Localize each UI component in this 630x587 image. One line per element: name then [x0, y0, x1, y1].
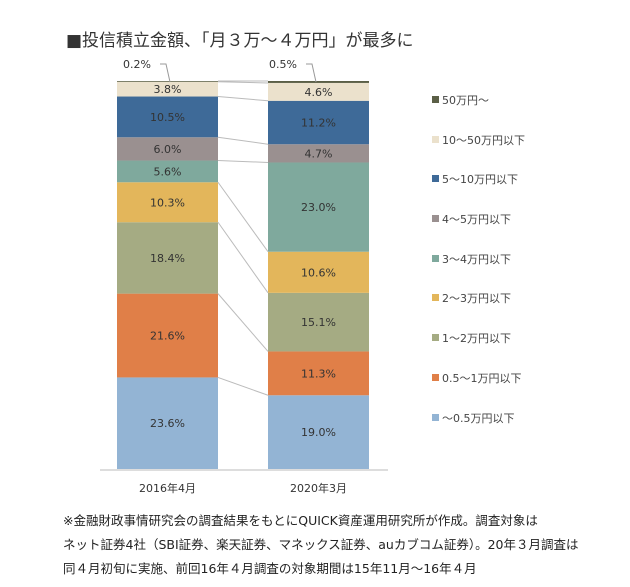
bar-segment: [117, 293, 218, 378]
legend-label: 3～4万円以下: [442, 252, 511, 266]
bar-segment: [117, 96, 218, 138]
bar-segment: [268, 162, 369, 252]
footnote: ※金融財政事情研究会の調査結果をもとにQUICK資産運用研究所が作成。調査対象は…: [63, 509, 579, 581]
data-label: 6.0%: [154, 143, 182, 156]
data-label: 21.6%: [150, 330, 185, 343]
legend-swatch: [432, 254, 439, 262]
legend-swatch: [432, 215, 439, 223]
data-label: 19.0%: [301, 426, 336, 439]
bar-segment: [117, 182, 218, 223]
bar-segment: [268, 144, 369, 163]
legend-swatch: [432, 413, 439, 421]
legend-label: 50万円～: [442, 94, 489, 107]
connector-line: [217, 81, 269, 84]
legend-label: 10～50万円以下: [442, 133, 525, 147]
leader-line: [306, 63, 317, 83]
legend-item: 0.5～1万円以下: [432, 370, 525, 410]
legend-swatch: [432, 294, 439, 302]
bar-segment: [117, 81, 218, 97]
bar-segment: [268, 81, 369, 83]
bar-segment: [117, 81, 218, 82]
footnote-line: ※金融財政事情研究会の調査結果をもとにQUICK資産運用研究所が作成。調査対象は: [63, 513, 538, 528]
legend-item: 1～2万円以下: [432, 330, 525, 370]
legend-item: 2～3万円以下: [432, 290, 525, 330]
data-label: 10.6%: [301, 266, 336, 279]
legend-swatch: [432, 96, 439, 103]
legend-item: 4～5万円以下: [432, 211, 525, 251]
data-label: 5.6%: [154, 165, 182, 178]
legend-swatch: [432, 373, 439, 381]
data-label: 15.1%: [301, 316, 336, 329]
legend-label: ～0.5万円以下: [442, 411, 515, 425]
connector-line: [217, 96, 269, 102]
legend-label: 0.5～1万円以下: [442, 371, 522, 385]
legend-swatch: [432, 175, 439, 183]
data-label: 0.5%: [269, 58, 297, 71]
connector-line: [217, 181, 269, 253]
data-label: 11.3%: [301, 367, 336, 380]
legend-item: 50万円～: [432, 92, 525, 132]
connector-line: [217, 376, 269, 396]
data-label: 10.5%: [150, 111, 185, 124]
leader-line: [160, 63, 171, 83]
legend-item: 10～50万円以下: [432, 132, 525, 172]
legend-label: 4～5万円以下: [442, 213, 511, 227]
data-label: 3.8%: [154, 83, 182, 96]
legend-item: 3～4万円以下: [432, 251, 525, 291]
connector-line: [217, 293, 269, 352]
bar-segment: [117, 137, 218, 161]
connector-line: [217, 136, 269, 145]
connector-line: [217, 160, 269, 163]
footnote-line: 同４月初旬に実施、前回16年４月調査の対象期間は15年11月～16年４月: [63, 561, 477, 576]
connector-line: [217, 221, 269, 294]
legend-label: 1～2万円以下: [442, 332, 511, 346]
chart-title: ■投信積立金額、「月３万～４万円」が最多に: [66, 31, 414, 51]
data-label: 0.2%: [123, 58, 151, 71]
legend-item: ～0.5万円以下: [432, 410, 525, 450]
footnote-line: ネット証券4社（SBI証券、楽天証券、マネックス証券、auカブコム証券）。20年…: [63, 537, 579, 552]
data-label: 10.3%: [150, 196, 185, 209]
bar-segment: [268, 292, 369, 352]
bar-segment: [268, 82, 369, 101]
legend-item: 5～10万円以下: [432, 171, 525, 211]
data-label: 4.6%: [305, 86, 333, 99]
data-label: 23.6%: [150, 417, 185, 430]
data-label: 4.7%: [305, 147, 333, 160]
legend: 50万円～ 10～50万円以下 5～10万円以下 4～5万円以下 3～4万円以下 2～3万…: [432, 92, 525, 449]
legend-label: 5～10万円以下: [442, 173, 518, 187]
x-tick-label: 2016年4月: [139, 481, 196, 495]
legend-swatch: [432, 334, 439, 342]
data-label: 18.4%: [150, 252, 185, 265]
legend-label: 2～3万円以下: [442, 292, 511, 306]
bar-segment: [268, 351, 369, 396]
bar-segment: [117, 160, 218, 183]
bar-segment: [117, 377, 218, 469]
bar-segment: [117, 222, 218, 294]
data-label: 11.2%: [301, 117, 336, 130]
bar-segment: [268, 100, 369, 145]
data-label: 23.0%: [301, 201, 336, 214]
bar-segment: [268, 395, 369, 469]
legend-swatch: [432, 135, 439, 143]
bar-segment: [268, 251, 369, 293]
x-tick-label: 2020年3月: [290, 481, 347, 495]
